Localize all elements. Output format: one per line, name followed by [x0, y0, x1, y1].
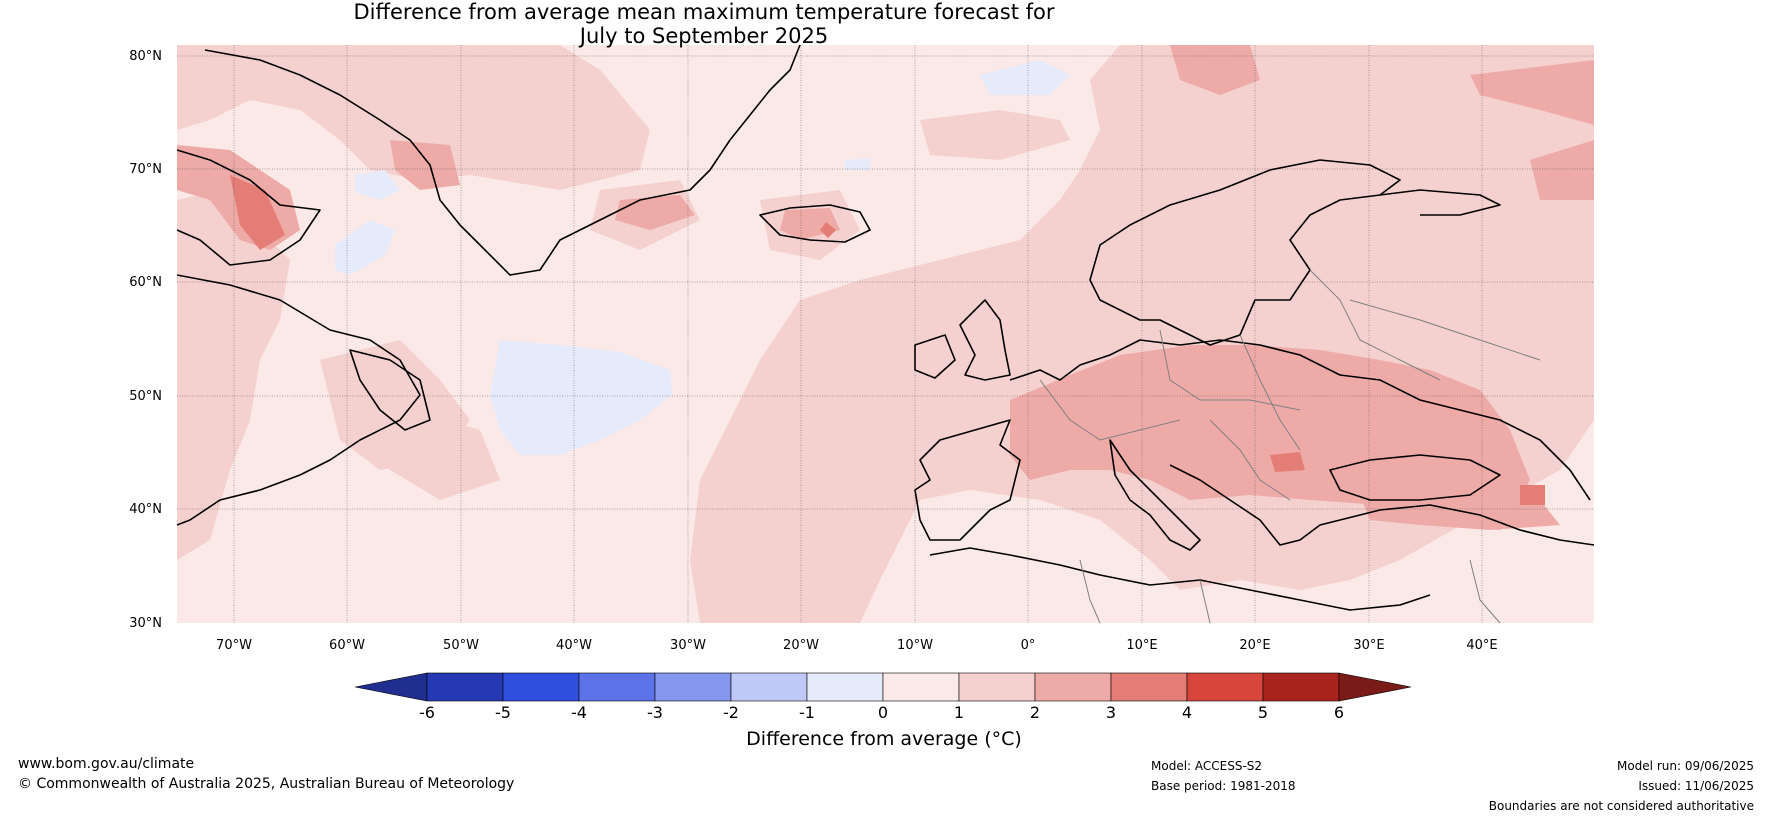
- issued-text: Issued: 11/06/2025: [1638, 779, 1754, 793]
- colorbar-tick-label: -1: [799, 703, 815, 722]
- colorbar-tick-label: 6: [1334, 703, 1344, 722]
- website-text: www.bom.gov.au/climate: [18, 756, 195, 772]
- lon-label: 20°W: [783, 638, 819, 653]
- map-panel: [176, 44, 1595, 624]
- lon-label: 10°W: [897, 638, 933, 653]
- country-borders: [1039, 269, 1541, 624]
- great-britain-coast: [959, 299, 1011, 381]
- title-line-1: Difference from average mean maximum tem…: [353, 0, 1055, 24]
- colorbar-tick-label: 0: [878, 703, 888, 722]
- anomaly-minus1-0-zones: [335, 60, 1070, 455]
- colorbar-segment: [654, 672, 732, 702]
- iberia-coast: [914, 419, 1021, 541]
- model-run-text: Model run: 09/06/2025: [1616, 759, 1754, 773]
- colorbar-segment: [958, 672, 1036, 702]
- colorbar-segment: [1262, 672, 1340, 702]
- disclaimer-text: Boundaries are not considered authoritat…: [1488, 799, 1754, 813]
- lon-label: 50°W: [443, 638, 479, 653]
- colorbar-segment: [502, 672, 580, 702]
- footer-model-info: Model: ACCESS-S2 Base period: 1981-2018: [1151, 756, 1296, 796]
- lon-label: 30°E: [1353, 638, 1384, 653]
- footer-left: www.bom.gov.au/climate © Commonwealth of…: [18, 754, 514, 794]
- lat-label: 50°N: [129, 389, 162, 404]
- colorbar-tick-label: 5: [1258, 703, 1268, 722]
- coastlines: [176, 44, 1595, 611]
- colorbar-segment: [806, 672, 884, 702]
- europe-coast: [1009, 339, 1591, 501]
- colorbar-extend-low: [354, 672, 428, 702]
- colorbar-tick-label: 2: [1030, 703, 1040, 722]
- italy-coast: [1109, 439, 1201, 551]
- colorbar-segment: [882, 672, 960, 702]
- lon-label: 70°W: [216, 638, 252, 653]
- lon-label: 20°E: [1239, 638, 1270, 653]
- lon-label: 40°E: [1466, 638, 1497, 653]
- lat-label: 70°N: [129, 162, 162, 177]
- longitude-labels: 70°W 60°W 50°W 40°W 30°W 20°W 10°W 0° 10…: [216, 638, 1498, 653]
- canada-coast: [176, 149, 321, 266]
- lon-label: 30°W: [670, 638, 706, 653]
- footer-run-info: Model run: 09/06/2025 Issued: 11/06/2025…: [1489, 756, 1754, 816]
- scandinavia-coast: [1089, 159, 1401, 346]
- lon-label: 40°W: [556, 638, 592, 653]
- colorbar-label: Difference from average (°C): [0, 728, 1770, 750]
- title-line-2: July to September 2025: [579, 24, 829, 48]
- base-period-text: Base period: 1981-2018: [1151, 779, 1296, 793]
- turkey-coast: [1339, 504, 1595, 546]
- colorbar-tick-label: -4: [571, 703, 587, 722]
- colorbar-tick-label: -5: [495, 703, 511, 722]
- lon-label: 0°: [1021, 638, 1036, 653]
- colorbar-segment: [730, 672, 808, 702]
- anomaly-3-4-zones: [230, 175, 1545, 505]
- copyright-text: © Commonwealth of Australia 2025, Austra…: [18, 776, 515, 792]
- colorbar-tick-label: -3: [647, 703, 663, 722]
- colorbar-tick-label: 3: [1106, 703, 1116, 722]
- graticule: [177, 45, 1594, 623]
- africa-coast: [929, 547, 1431, 611]
- colorbar-extend-high: [1338, 672, 1412, 702]
- latitude-labels: 80°N 70°N 60°N 50°N 40°N 30°N: [129, 49, 162, 631]
- greenland-coast: [204, 44, 801, 276]
- colorbar-tick-label: -2: [723, 703, 739, 722]
- lon-label: 60°W: [329, 638, 365, 653]
- chart-title: Difference from average mean maximum tem…: [0, 0, 1408, 48]
- colorbar-label-text: Difference from average (°C): [746, 728, 1022, 750]
- model-text: Model: ACCESS-S2: [1151, 759, 1263, 773]
- colorbar-ticks: -6 -5 -4 -3 -2 -1 0 1 2 3 4 5 6: [419, 703, 1344, 722]
- colorbar-segment: [578, 672, 656, 702]
- lat-label: 80°N: [129, 49, 162, 64]
- colorbar-segment: [1034, 672, 1112, 702]
- newfoundland-coast: [349, 349, 431, 431]
- lon-label: 10°E: [1126, 638, 1157, 653]
- colorbar-tick-label: -6: [419, 703, 435, 722]
- colorbar-segment: [1110, 672, 1188, 702]
- labrador-coast: [176, 274, 421, 526]
- black-sea-coast: [1329, 454, 1501, 501]
- colorbar-tick-label: 1: [954, 703, 964, 722]
- lat-label: 30°N: [129, 616, 162, 631]
- iceland-coast: [759, 204, 871, 243]
- kola-coast: [1379, 189, 1501, 216]
- colorbar-segment: [426, 672, 504, 702]
- ireland-coast: [914, 334, 956, 379]
- lat-label: 60°N: [129, 275, 162, 290]
- balkans-coast: [1169, 464, 1341, 546]
- colorbar: [354, 672, 1412, 702]
- colorbar-tick-label: 4: [1182, 703, 1192, 722]
- lat-label: 40°N: [129, 502, 162, 517]
- colorbar-segment: [1186, 672, 1264, 702]
